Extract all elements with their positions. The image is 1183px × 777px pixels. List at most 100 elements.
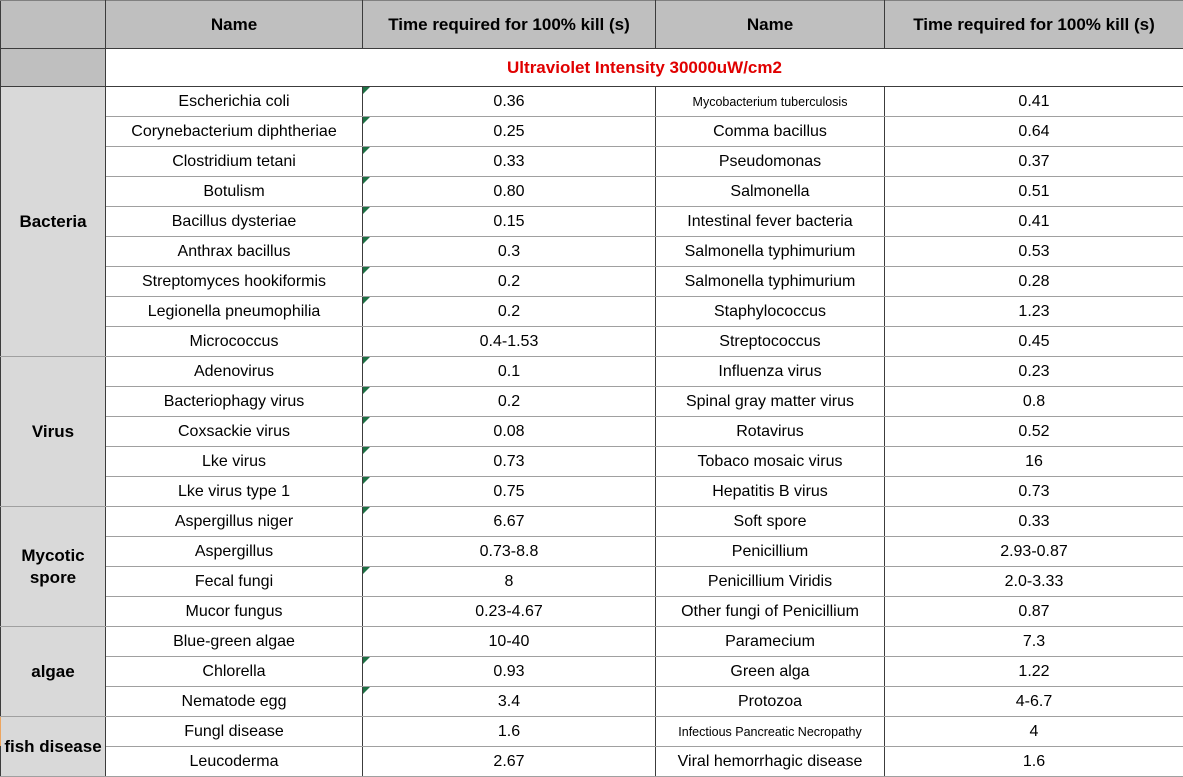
name-cell-left[interactable]: Lke virus type 1: [105, 476, 363, 507]
name-cell-left[interactable]: Aspergillus niger: [105, 506, 363, 537]
name-cell-left[interactable]: Anthrax bacillus: [105, 236, 363, 267]
time-cell-right[interactable]: 0.52: [884, 416, 1183, 447]
name-cell-left[interactable]: Streptomyces hookiformis: [105, 266, 363, 297]
time-cell-right[interactable]: 1.23: [884, 296, 1183, 327]
name-cell-right[interactable]: Other fungi of Penicillium: [655, 596, 885, 627]
name-cell-right[interactable]: Soft spore: [655, 506, 885, 537]
name-cell-left[interactable]: Adenovirus: [105, 356, 363, 387]
time-cell-right[interactable]: 2.93-0.87: [884, 536, 1183, 567]
name-cell-right[interactable]: Comma bacillus: [655, 116, 885, 147]
name-cell-left[interactable]: Corynebacterium diphtheriae: [105, 116, 363, 147]
time-cell-left[interactable]: 2.67: [362, 746, 656, 777]
time-cell-left[interactable]: 6.67: [362, 506, 656, 537]
time-cell-left[interactable]: 0.1: [362, 356, 656, 387]
time-cell-left[interactable]: 8: [362, 566, 656, 597]
time-cell-right[interactable]: 0.28: [884, 266, 1183, 297]
time-cell-right[interactable]: 0.87: [884, 596, 1183, 627]
uv-intensity-banner[interactable]: Ultraviolet Intensity 30000uW/cm2: [105, 48, 1183, 87]
time-cell-right[interactable]: 0.51: [884, 176, 1183, 207]
time-cell-left[interactable]: 0.25: [362, 116, 656, 147]
name-cell-left[interactable]: Lke virus: [105, 446, 363, 477]
name-cell-right[interactable]: Hepatitis B virus: [655, 476, 885, 507]
time-cell-left[interactable]: 0.23-4.67: [362, 596, 656, 627]
name-cell-right[interactable]: Penicillium: [655, 536, 885, 567]
name-cell-left[interactable]: Bacillus dysteriae: [105, 206, 363, 237]
time-cell-left[interactable]: 0.75: [362, 476, 656, 507]
time-cell-left[interactable]: 0.33: [362, 146, 656, 177]
time-cell-right[interactable]: 0.64: [884, 116, 1183, 147]
time-cell-right[interactable]: 0.33: [884, 506, 1183, 537]
time-cell-right[interactable]: 7.3: [884, 626, 1183, 657]
category-cell[interactable]: fish disease: [0, 716, 106, 777]
name-cell-right[interactable]: Influenza virus: [655, 356, 885, 387]
time-cell-right[interactable]: 16: [884, 446, 1183, 477]
time-cell-left[interactable]: 0.80: [362, 176, 656, 207]
name-cell-right[interactable]: Penicillium Viridis: [655, 566, 885, 597]
name-cell-left[interactable]: Bacteriophagy virus: [105, 386, 363, 417]
time-cell-left[interactable]: 0.73: [362, 446, 656, 477]
name-cell-left[interactable]: Escherichia coli: [105, 86, 363, 117]
time-cell-right[interactable]: 0.23: [884, 356, 1183, 387]
name-cell-right[interactable]: Mycobacterium tuberculosis: [655, 86, 885, 117]
time-cell-left[interactable]: 0.93: [362, 656, 656, 687]
header-corner-cell[interactable]: [0, 0, 106, 49]
name-cell-right[interactable]: Salmonella typhimurium: [655, 236, 885, 267]
time-cell-right[interactable]: 4: [884, 716, 1183, 747]
category-cell[interactable]: Virus: [0, 356, 106, 507]
name-cell-left[interactable]: Botulism: [105, 176, 363, 207]
name-cell-right[interactable]: Viral hemorrhagic disease: [655, 746, 885, 777]
time-cell-left[interactable]: 0.2: [362, 386, 656, 417]
name-cell-left[interactable]: Mucor fungus: [105, 596, 363, 627]
time-cell-left[interactable]: 0.73-8.8: [362, 536, 656, 567]
time-cell-left[interactable]: 0.2: [362, 266, 656, 297]
name-cell-left[interactable]: Fecal fungi: [105, 566, 363, 597]
header-name-right[interactable]: Name: [655, 0, 885, 49]
name-cell-right[interactable]: Salmonella: [655, 176, 885, 207]
name-cell-right[interactable]: Streptococcus: [655, 326, 885, 357]
time-cell-left[interactable]: 0.4-1.53: [362, 326, 656, 357]
name-cell-left[interactable]: Aspergillus: [105, 536, 363, 567]
name-cell-left[interactable]: Fungl disease: [105, 716, 363, 747]
name-cell-right[interactable]: Intestinal fever bacteria: [655, 206, 885, 237]
category-cell[interactable]: Mycotic spore: [0, 506, 106, 627]
name-cell-right[interactable]: Green alga: [655, 656, 885, 687]
time-cell-right[interactable]: 1.6: [884, 746, 1183, 777]
category-cell[interactable]: Bacteria: [0, 86, 106, 357]
name-cell-right[interactable]: Paramecium: [655, 626, 885, 657]
header-name-left[interactable]: Name: [105, 0, 363, 49]
name-cell-left[interactable]: Clostridium tetani: [105, 146, 363, 177]
name-cell-right[interactable]: Salmonella typhimurium: [655, 266, 885, 297]
time-cell-left[interactable]: 0.36: [362, 86, 656, 117]
name-cell-left[interactable]: Chlorella: [105, 656, 363, 687]
name-cell-right[interactable]: Rotavirus: [655, 416, 885, 447]
banner-left-cell[interactable]: [0, 48, 106, 87]
time-cell-right[interactable]: 0.41: [884, 86, 1183, 117]
time-cell-right[interactable]: 2.0-3.33: [884, 566, 1183, 597]
name-cell-left[interactable]: Nematode egg: [105, 686, 363, 717]
time-cell-right[interactable]: 0.73: [884, 476, 1183, 507]
name-cell-left[interactable]: Blue-green algae: [105, 626, 363, 657]
name-cell-left[interactable]: Micrococcus: [105, 326, 363, 357]
name-cell-right[interactable]: Tobaco mosaic virus: [655, 446, 885, 477]
time-cell-left[interactable]: 1.6: [362, 716, 656, 747]
time-cell-left[interactable]: 10-40: [362, 626, 656, 657]
time-cell-right[interactable]: 0.45: [884, 326, 1183, 357]
name-cell-right[interactable]: Spinal gray matter virus: [655, 386, 885, 417]
time-cell-left[interactable]: 0.2: [362, 296, 656, 327]
time-cell-right[interactable]: 0.37: [884, 146, 1183, 177]
time-cell-right[interactable]: 1.22: [884, 656, 1183, 687]
time-cell-right[interactable]: 4-6.7: [884, 686, 1183, 717]
time-cell-right[interactable]: 0.41: [884, 206, 1183, 237]
name-cell-right[interactable]: Protozoa: [655, 686, 885, 717]
name-cell-right[interactable]: Pseudomonas: [655, 146, 885, 177]
category-cell[interactable]: algae: [0, 626, 106, 717]
time-cell-left[interactable]: 3.4: [362, 686, 656, 717]
time-cell-left[interactable]: 0.15: [362, 206, 656, 237]
header-time-right[interactable]: Time required for 100% kill (s): [884, 0, 1183, 49]
time-cell-right[interactable]: 0.53: [884, 236, 1183, 267]
name-cell-left[interactable]: Leucoderma: [105, 746, 363, 777]
time-cell-left[interactable]: 0.08: [362, 416, 656, 447]
name-cell-right[interactable]: Staphylococcus: [655, 296, 885, 327]
name-cell-left[interactable]: Legionella pneumophilia: [105, 296, 363, 327]
name-cell-right[interactable]: Infectious Pancreatic Necropathy: [655, 716, 885, 747]
